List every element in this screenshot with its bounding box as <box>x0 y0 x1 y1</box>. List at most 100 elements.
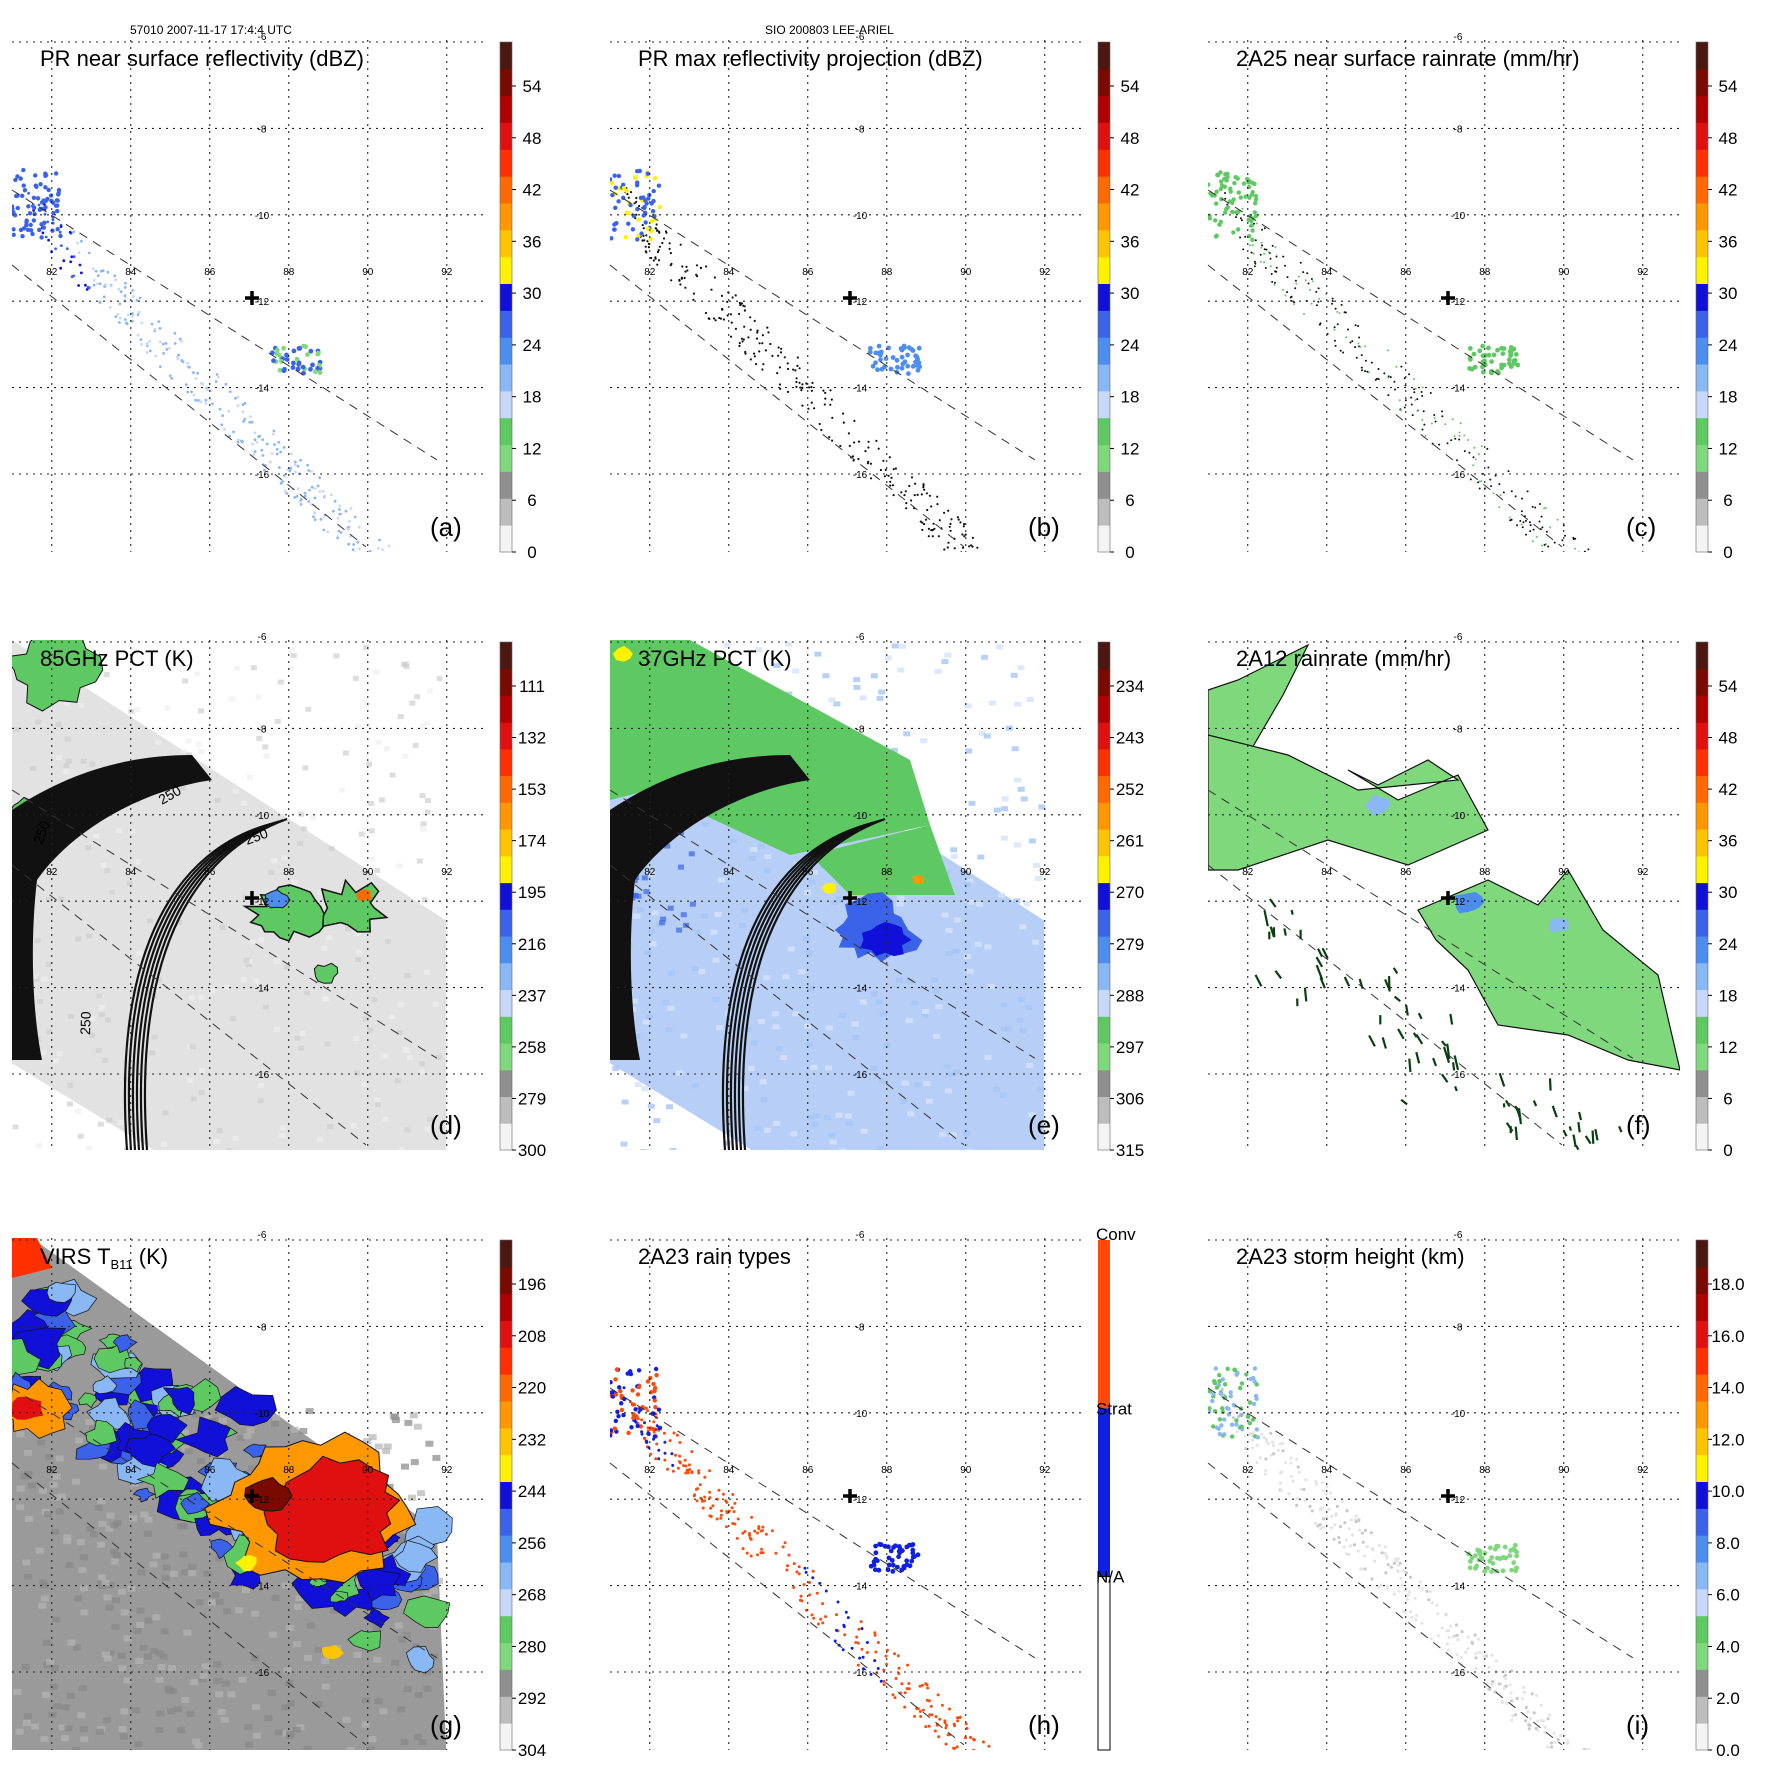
colorbar-label: Strat <box>1096 1399 1132 1418</box>
colorbar-tick-label: 36 <box>1121 232 1140 251</box>
lon-label: 92 <box>1039 267 1051 278</box>
header-case-id: SIO 200803 LEE-ARIEL <box>765 23 894 37</box>
colorbar-tick-label: 279 <box>1116 935 1144 954</box>
swath-edge-north <box>609 789 1036 1059</box>
main-echo-cluster <box>890 1569 896 1574</box>
colorbar-tick-label: 14.0 <box>1711 1379 1744 1398</box>
lat-label: -6 <box>258 632 267 643</box>
colorbar-tick-label: 292 <box>518 1689 546 1708</box>
rain2a12-storm-area <box>1417 868 1680 1071</box>
colorbar-tick-label: 6 <box>1723 491 1732 510</box>
colorbar-tick-label: 2.0 <box>1716 1689 1740 1708</box>
lon-label: 86 <box>802 867 814 878</box>
scan-gap-band <box>610 755 810 1060</box>
lon-label: 84 <box>125 1465 137 1476</box>
colorbar-tick-label: 220 <box>518 1379 546 1398</box>
colorbar-tick-label: 232 <box>518 1430 546 1449</box>
panel-title: 2A25 near surface rainrate (mm/hr) <box>1236 46 1580 71</box>
storm-center-marker <box>1441 1489 1455 1503</box>
colorbar-tick-label: 54 <box>1719 77 1738 96</box>
lon-label: 86 <box>204 267 216 278</box>
colorbar: 18.0 16.0 14.0 12.0 10.0 8.0 6.0 4.0 2.0 0.0 <box>1695 1239 1745 1760</box>
colorbar-tick-label: 153 <box>518 780 546 799</box>
lat-label: -6 <box>1454 632 1463 643</box>
panel-b: -6 -8 -10 -12 -14 -16 82 84 86 88 90 92 PR max refle… <box>609 32 1140 562</box>
lon-label: 86 <box>1400 1465 1412 1476</box>
lon-label: 90 <box>960 1465 972 1476</box>
graticule: -6 -8 -10 -12 -14 -16 82 84 86 88 90 92 <box>610 632 1082 1150</box>
pct85-green-area <box>12 640 104 712</box>
lat-label: -12 <box>853 897 868 908</box>
swath-edge-north <box>11 1387 438 1659</box>
colorbar: 196 208 220 232 244 256 268 280 292 304 <box>499 1239 546 1760</box>
lat-label: -10 <box>1451 811 1466 822</box>
panel-letter: (i) <box>1626 1710 1649 1740</box>
colorbar-tick-label: 243 <box>1116 729 1144 748</box>
lat-label: -10 <box>255 811 270 822</box>
colorbar-tick-label: 30 <box>523 284 542 303</box>
lon-label: 90 <box>362 867 374 878</box>
lon-label: 86 <box>802 267 814 278</box>
colorbar-tick-label: 237 <box>518 986 546 1005</box>
panel-b-field <box>610 168 979 552</box>
lon-label: 84 <box>723 267 735 278</box>
colorbar-tick-label: 315 <box>1116 1141 1144 1160</box>
lat-label: -16 <box>1451 470 1466 481</box>
lat-label: -14 <box>255 384 270 395</box>
colorbar-label: Conv <box>1096 1225 1136 1244</box>
colorbar-tick-label: 0 <box>527 543 536 562</box>
lon-label: 86 <box>204 1465 216 1476</box>
lon-label: 84 <box>723 867 735 878</box>
lat-label: -16 <box>255 470 270 481</box>
lat-label: -10 <box>853 811 868 822</box>
panel-letter: (a) <box>430 512 462 542</box>
lat-label: -16 <box>853 1070 868 1081</box>
lat-label: -8 <box>258 1322 267 1333</box>
panel-a-field <box>12 167 391 552</box>
colorbar-tick-label: 6 <box>1723 1089 1732 1108</box>
panel-c: -6 -8 -10 -12 -14 -16 82 84 86 88 90 92 2A25 near su… <box>1207 32 1738 562</box>
upper-left-echo-cluster <box>1239 1381 1245 1386</box>
lon-label: 90 <box>1558 1465 1570 1476</box>
lon-label: 86 <box>1400 267 1412 278</box>
lat-label: -10 <box>255 211 270 222</box>
colorbar-tick-label: 132 <box>518 729 546 748</box>
lat-label: -8 <box>1454 124 1463 135</box>
swath-edge-north <box>11 189 438 461</box>
panel-f: -6 -8 -10 -12 -14 -16 82 84 86 88 90 92 2A12 rainrat… <box>1207 632 1737 1160</box>
colorbar: 111 132 153 174 195 216 237 258 279 300 <box>499 641 546 1160</box>
colorbar-tick-label: 244 <box>518 1482 546 1501</box>
colorbar-tick-label: 306 <box>1116 1089 1144 1108</box>
colorbar-tick-label: 48 <box>1121 129 1140 148</box>
graticule: -6 -8 -10 -12 -14 -16 82 84 86 88 90 92 <box>12 632 484 1150</box>
panel-h: -6 -8 -10 -12 -14 -16 82 84 86 88 90 92 2A23 rain ty… <box>609 1225 1136 1751</box>
swath-edge-south <box>1207 864 1563 1146</box>
graticule: -6 -8 -10 -12 -14 -16 82 84 86 88 90 92 <box>1208 32 1680 552</box>
swath-edge-south <box>609 1462 965 1746</box>
panel-title: PR max reflectivity projection (dBZ) <box>638 46 983 71</box>
swath-edge-south <box>11 264 367 548</box>
pct85-contour-label: 250 <box>243 825 271 848</box>
lat-label: -10 <box>853 1409 868 1420</box>
colorbar: Conv Strat N/A <box>1096 1225 1136 1751</box>
rain2a12-area <box>1208 643 1310 771</box>
panel-i: -6 -8 -10 -12 -14 -16 82 84 86 88 90 92 2A23 storm h… <box>1207 1230 1745 1760</box>
colorbar-tick-label: 252 <box>1116 780 1144 799</box>
panel-e-field <box>610 640 1046 1150</box>
lon-label: 86 <box>802 1465 814 1476</box>
swath-edge-south <box>11 864 367 1146</box>
lat-label: -12 <box>255 897 270 908</box>
scan-edge-arcs <box>721 823 866 1150</box>
lon-label: 88 <box>1479 1465 1491 1476</box>
lon-label: 88 <box>283 267 295 278</box>
colorbar-tick-label: 256 <box>518 1534 546 1553</box>
scan-gap-band <box>12 755 212 1060</box>
lat-label: -8 <box>856 1322 865 1333</box>
panel-title: 2A23 rain types <box>638 1244 791 1269</box>
swath-edge-north <box>609 1387 1036 1659</box>
colorbar: 54 48 42 36 30 24 18 12 6 0 <box>1695 641 1737 1160</box>
lon-label: 92 <box>1637 1465 1649 1476</box>
lat-label: -12 <box>255 297 270 308</box>
colorbar-tick-label: 30 <box>1121 284 1140 303</box>
colorbar-tick-label: 16.0 <box>1711 1327 1744 1346</box>
